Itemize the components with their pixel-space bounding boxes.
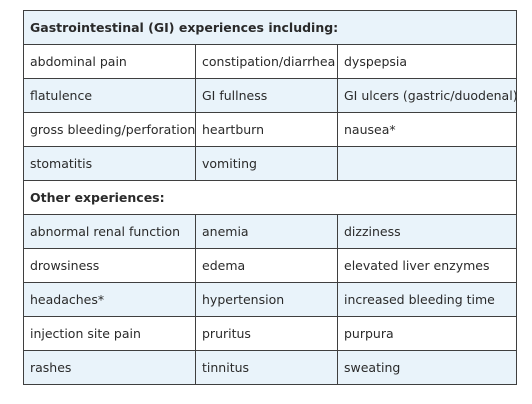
table-cell: pruritus: [195, 316, 338, 351]
table-cell: flatulence: [23, 78, 196, 113]
adverse-experiences-table: Gastrointestinal (GI) experiences includ…: [23, 10, 517, 385]
table-row: rashes tinnitus sweating: [23, 350, 517, 385]
table-cell: constipation/diarrhea: [195, 44, 338, 79]
table-cell: nausea*: [337, 112, 517, 147]
table-cell: headaches*: [23, 282, 196, 317]
section-heading-other: Other experiences:: [23, 180, 517, 215]
section-header-row: Other experiences:: [23, 180, 517, 215]
section-header-row: Gastrointestinal (GI) experiences includ…: [23, 10, 517, 45]
table-row: gross bleeding/perforation heartburn nau…: [23, 112, 517, 147]
table-cell: increased bleeding time: [337, 282, 517, 317]
table-cell: dyspepsia: [337, 44, 517, 79]
table-cell: GI fullness: [195, 78, 338, 113]
table-cell: tinnitus: [195, 350, 338, 385]
table-cell: elevated liver enzymes: [337, 248, 517, 283]
table-cell: dizziness: [337, 214, 517, 249]
table-row: stomatitis vomiting: [23, 146, 517, 181]
table-cell: abdominal pain: [23, 44, 196, 79]
table-cell: purpura: [337, 316, 517, 351]
table-cell: drowsiness: [23, 248, 196, 283]
table-cell: anemia: [195, 214, 338, 249]
table-cell: vomiting: [195, 146, 338, 181]
table-cell: rashes: [23, 350, 196, 385]
table-cell: GI ulcers (gastric/duodenal): [337, 78, 517, 113]
table-cell: hypertension: [195, 282, 338, 317]
table-cell: sweating: [337, 350, 517, 385]
table-row: drowsiness edema elevated liver enzymes: [23, 248, 517, 283]
table-cell: injection site pain: [23, 316, 196, 351]
table-cell: [337, 146, 517, 181]
table-row: abdominal pain constipation/diarrhea dys…: [23, 44, 517, 79]
table-cell: abnormal renal function: [23, 214, 196, 249]
table-cell: heartburn: [195, 112, 338, 147]
table-cell: stomatitis: [23, 146, 196, 181]
table-cell: gross bleeding/perforation: [23, 112, 196, 147]
table-row: injection site pain pruritus purpura: [23, 316, 517, 351]
table-row: flatulence GI fullness GI ulcers (gastri…: [23, 78, 517, 113]
table-cell: edema: [195, 248, 338, 283]
table-row: abnormal renal function anemia dizziness: [23, 214, 517, 249]
table-row: headaches* hypertension increased bleedi…: [23, 282, 517, 317]
section-heading-gi: Gastrointestinal (GI) experiences includ…: [23, 10, 517, 45]
